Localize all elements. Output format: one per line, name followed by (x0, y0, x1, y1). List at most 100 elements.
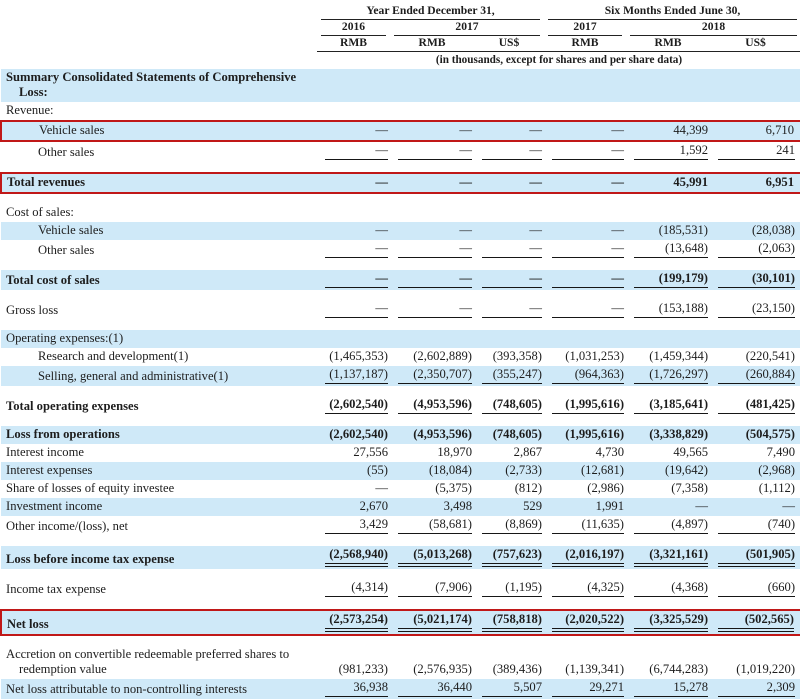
cell-value: 36,938 (317, 679, 390, 699)
cell-value: (1,726,297) (626, 366, 711, 386)
cell-value: (2,602,889) (413, 349, 472, 363)
table-row: Operating expenses:(1) (1, 330, 800, 348)
cell-value: (2,020,522) (544, 609, 627, 636)
cell-value: (1,995,616) (544, 426, 627, 444)
cell-value: (4,953,596) (390, 426, 474, 444)
cell-value: 3,429 (317, 516, 390, 536)
cell-value: (8,869) (474, 516, 544, 536)
row-label: Net loss attributable to non-controlling… (1, 679, 317, 699)
cell-value: (3,338,829) (626, 426, 711, 444)
row-label: Selling, general and administrative(1) (1, 366, 317, 386)
spacer-row (1, 162, 800, 173)
cell-value: — (317, 141, 390, 162)
cell-value: 1,991 (544, 498, 627, 516)
header-spacer (1, 36, 317, 52)
year-2017: 2017 (390, 20, 544, 36)
table-row: Summary Consolidated Statements of Compr… (1, 69, 800, 102)
row-label: Summary Consolidated Statements of Compr… (1, 69, 317, 102)
cell-value: — (474, 300, 544, 320)
spacer-cell (1, 260, 800, 270)
cell-value: (55) (317, 462, 390, 480)
highlighted-table-row: Vehicle sales — — — —44,399 6,710 (0, 120, 800, 142)
header-spacer (1, 52, 317, 70)
cell-value: (2,968) (710, 462, 800, 480)
table-row: Gross loss — — — — (153,188) (23,150) (1, 300, 800, 320)
units-note-row: (in thousands, except for shares and per… (1, 52, 800, 70)
spacer-row (1, 386, 800, 396)
cell-value: (1,139,341) (565, 662, 625, 676)
cell-value: 6,710 (710, 120, 800, 142)
cell-value: — (474, 240, 544, 260)
spacer-row (1, 599, 800, 610)
row-label: Research and development(1) (38, 349, 189, 363)
spacer-row (1, 536, 800, 546)
cell-value: 6,951 (710, 172, 800, 194)
cell-value: (1,019,220) (736, 662, 796, 676)
table-row: Total operating expenses (2,602,540) (4,95… (1, 396, 800, 416)
cell-value: (748,605) (474, 396, 544, 416)
cell-value: (1,195) (474, 579, 544, 599)
table-row: Other sales — — — —1,592 241 (1, 141, 800, 162)
table-row: Net loss attributable to non-controlling… (1, 679, 800, 699)
row-label: Vehicle sales (1, 222, 317, 240)
cell-value: (2,063) (710, 240, 800, 260)
spacer-cell (1, 569, 800, 579)
cell-value: — (544, 172, 627, 194)
row-label: Other income/(loss), net (6, 519, 129, 533)
row-label: Investment income (1, 498, 317, 516)
cell-value: 18,970 (437, 445, 472, 459)
cell-value: (12,681) (544, 462, 627, 480)
cell-value: — (390, 141, 474, 162)
cell-value: 3,498 (390, 498, 474, 516)
cell-value: (1,031,253) (565, 349, 625, 363)
empty-cells (317, 204, 800, 222)
table-row: Other income/(loss), net 3,429 (58,681) (8,… (1, 516, 800, 536)
table-row: Loss from operations (2,602,540) (4,953,59… (1, 426, 800, 444)
unit-label: RMB (544, 36, 627, 52)
row-label: Cost of sales: (6, 205, 74, 219)
cell-value: 2,670 (317, 498, 390, 516)
year-2018: 2018 (626, 20, 800, 36)
cell-value: — (710, 498, 800, 516)
cell-value: (4,953,596) (390, 396, 474, 416)
year-2016: 2016 (317, 20, 390, 36)
unit-label: RMB (626, 36, 711, 52)
table-row: Research and development(1) (1,465,353) (2… (1, 348, 800, 366)
cell-value: — (474, 120, 545, 142)
cell-value: (19,642) (626, 462, 711, 480)
cell-value: 44,399 (626, 120, 711, 142)
cell-value: 1,592 (626, 141, 710, 162)
cell-value: 15,278 (626, 679, 711, 699)
cell-value: — (474, 141, 544, 162)
row-label: Operating expenses:(1) (1, 330, 317, 348)
cell-value: 2,309 (710, 679, 800, 699)
cell-value: — (474, 172, 545, 194)
empty-cells (317, 69, 800, 102)
row-label: Other sales (38, 145, 95, 159)
spacer-cell (1, 193, 800, 204)
cell-value: (1,465,353) (329, 349, 388, 363)
cell-value: — (390, 172, 474, 194)
comprehensive-loss-table: Year Ended December 31, Six Months Ended… (0, 4, 800, 699)
cell-value: (758,818) (474, 609, 545, 636)
spacer-row (1, 569, 800, 579)
cell-value: (748,605) (474, 426, 545, 444)
cell-value: 241 (710, 141, 800, 162)
cell-value: — (626, 498, 711, 516)
cell-value: — (544, 120, 627, 142)
cell-value: 4,730 (595, 445, 625, 459)
cell-value: (2,016,197) (544, 546, 627, 569)
table-row: Loss before income tax expense (2,568,940… (1, 546, 800, 569)
cell-value: (3,321,161) (626, 546, 711, 569)
table-header: Year Ended December 31, Six Months Ended… (1, 4, 800, 69)
empty-cells (317, 102, 800, 121)
highlighted-table-row: Net loss (2,573,254) (5,021,174) (758,818)(… (0, 609, 800, 636)
cell-value: (185,531) (626, 222, 711, 240)
cell-value: (504,575) (710, 426, 800, 444)
cell-value: — (317, 172, 390, 194)
cell-value: — (317, 300, 390, 320)
cell-value: (2,733) (474, 462, 545, 480)
cell-value: 7,490 (766, 445, 796, 459)
cell-value: (1,112) (758, 481, 796, 495)
